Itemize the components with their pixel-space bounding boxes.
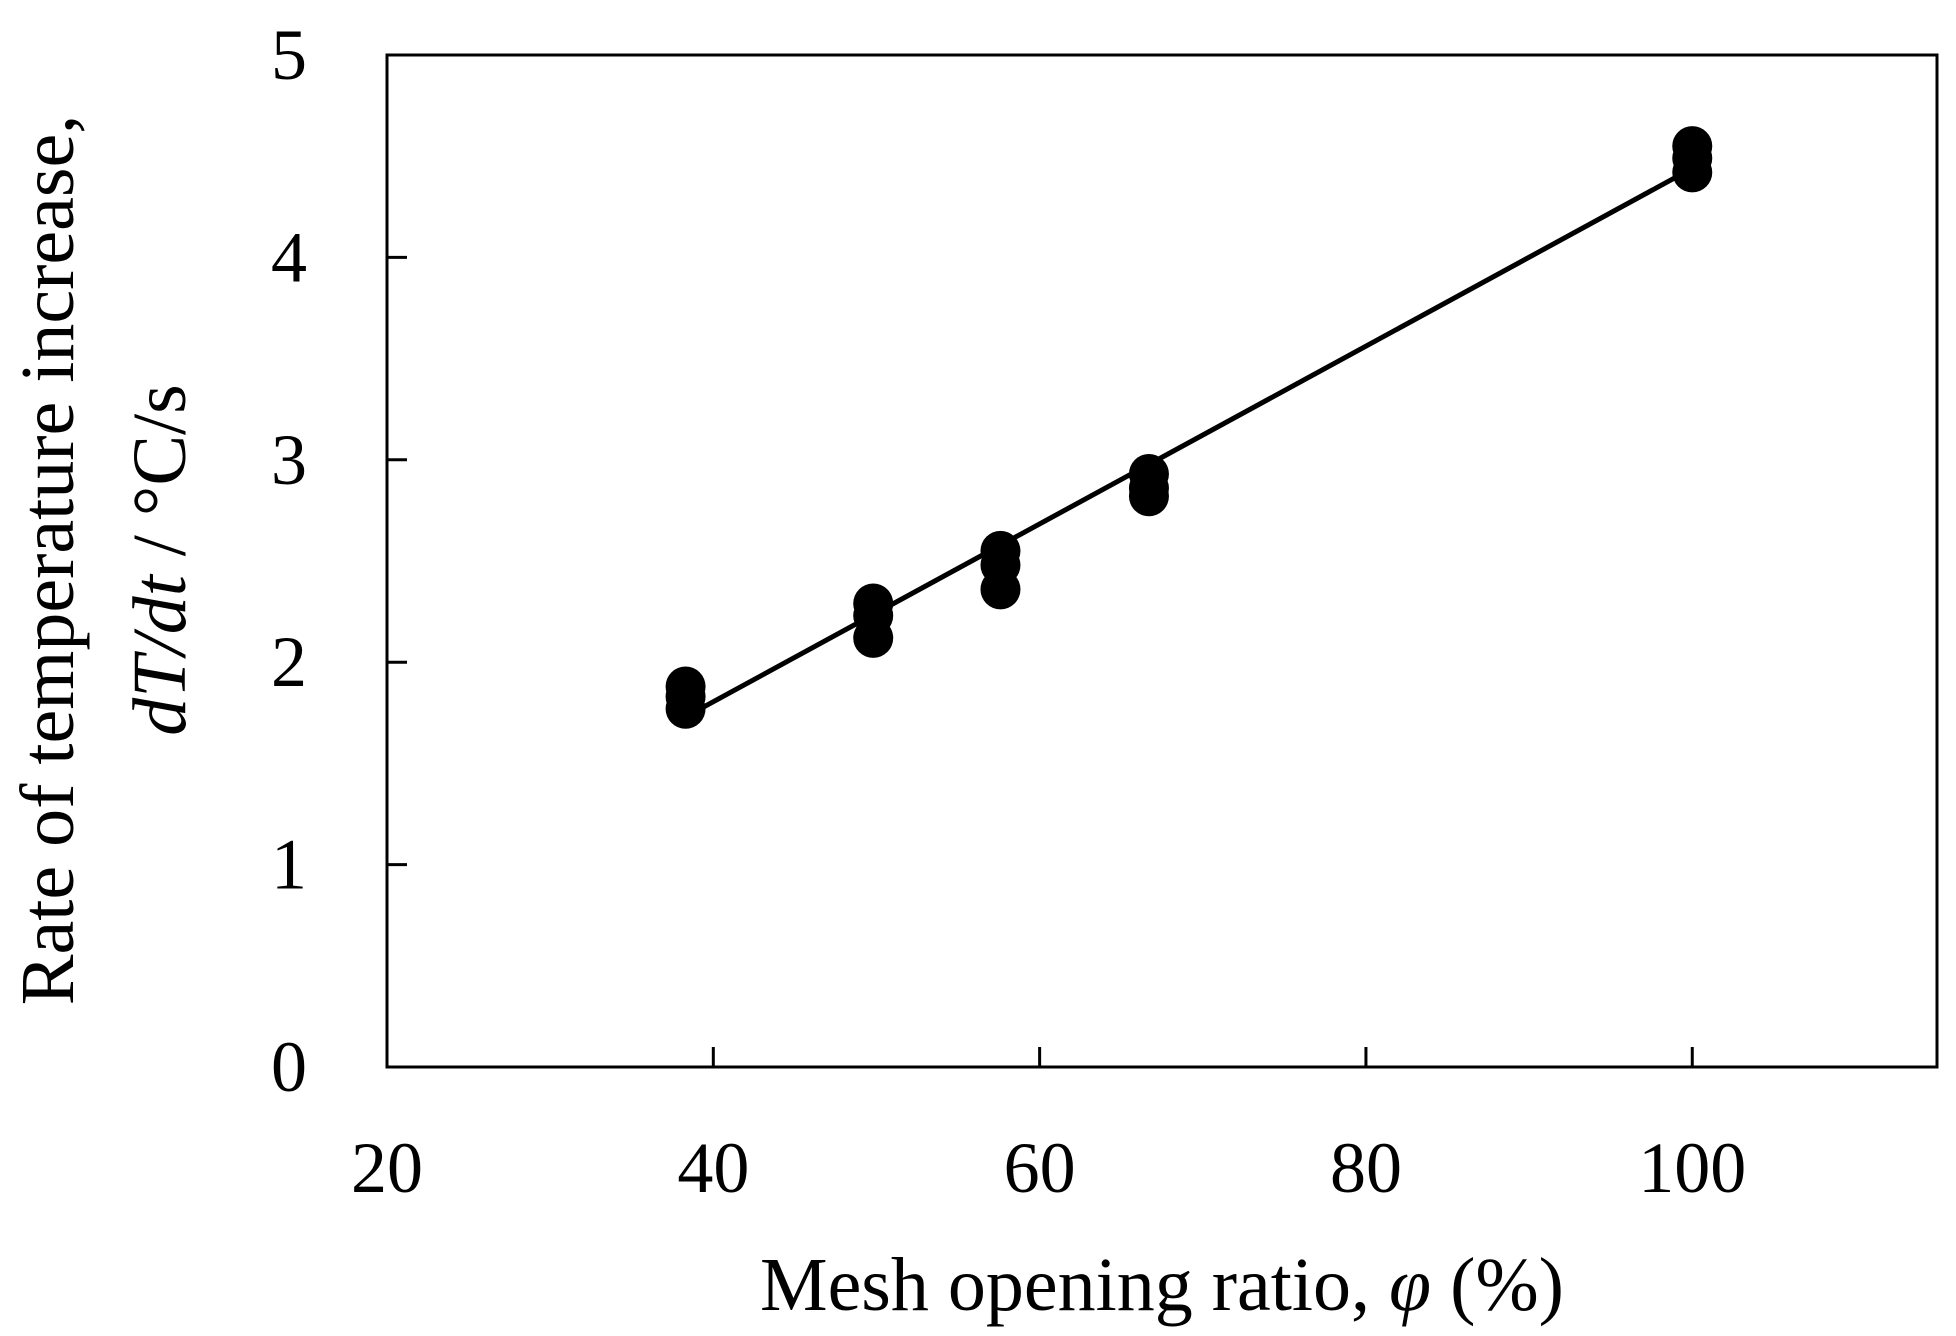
y-tick-label-3: 3 [271,420,307,500]
data-point-8 [980,530,1021,571]
data-point-11 [1128,453,1169,494]
y-tick-label-2: 2 [271,622,307,702]
y-tick-label-4: 4 [271,217,307,297]
x-tick-label-0: 20 [351,1128,423,1208]
y-tick-label-0: 0 [271,1027,307,1107]
y-axis-title-line2: dT/dt / °C/s [118,384,202,735]
y-tick-label-1: 1 [271,825,307,905]
fit-line [684,166,1694,720]
y-axis-title: Rate of temperature increase, dT/dt / °C… [6,115,202,1005]
x-tick-label-3: 80 [1330,1128,1402,1208]
data-point-5 [853,583,894,624]
x-tick-label-2: 60 [1004,1128,1076,1208]
y-axis-ticks [387,53,407,1069]
x-axis-tick-labels: 20 40 60 80 100 [351,1128,1746,1208]
y-tick-label-5: 5 [271,15,307,95]
data-point-14 [1672,126,1713,167]
x-tick-label-4: 100 [1638,1128,1746,1208]
x-tick-label-1: 40 [677,1128,749,1208]
data-points [665,126,1713,729]
x-axis-title: Mesh opening ratio, φ (%) [760,1243,1564,1327]
plot-frame [385,53,1939,1069]
fit-line-group [684,166,1694,720]
x-axis-ticks [385,1047,1694,1067]
y-axis-title-line1: Rate of temperature increase, [6,115,90,1005]
data-point-2 [665,666,706,707]
y-axis-tick-labels: 0 1 2 3 4 5 [271,15,307,1107]
